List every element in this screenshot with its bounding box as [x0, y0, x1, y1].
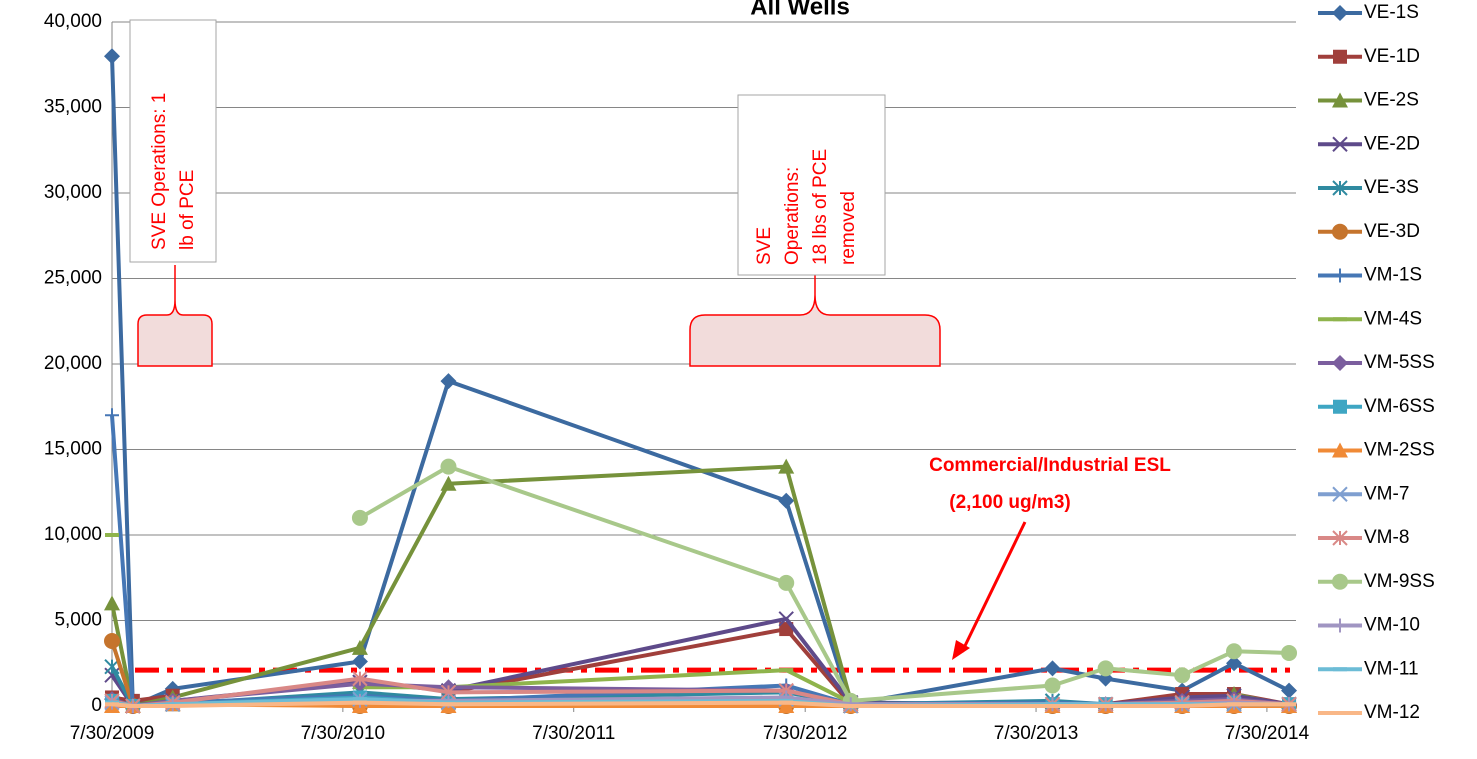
marker: [351, 639, 368, 655]
x-tick-label: 7/30/2011: [532, 723, 615, 744]
marker: [1226, 643, 1243, 660]
legend-label: VM-7: [1364, 483, 1409, 504]
annotation-line: Operations:: [782, 167, 803, 265]
y-tick-label: 20,000: [44, 353, 102, 374]
legend-marker: [1333, 49, 1347, 64]
marker: [778, 492, 795, 509]
marker: [351, 509, 368, 526]
marker: [778, 698, 795, 713]
legend-marker: [1333, 618, 1347, 633]
marker: [1226, 655, 1243, 672]
annotation-line: SVE: [754, 227, 775, 265]
legend-label: VM-6SS: [1364, 396, 1435, 417]
annotation: SVE Operations: 18 lbs of PCE removed: [754, 149, 859, 265]
x-tick-label: 7/30/2010: [301, 723, 386, 744]
annotation-box: [129, 19, 217, 263]
annotation-line: (2,100 ug/m3): [949, 492, 1070, 513]
annotation-box: [737, 94, 886, 276]
legend-marker: [1332, 486, 1348, 502]
marker: [440, 373, 457, 390]
y-tick-label: 15,000: [44, 439, 102, 460]
arrow-head: [952, 640, 970, 660]
marker: [104, 633, 120, 650]
marker: [1044, 677, 1061, 694]
legend-label: VE-3S: [1364, 177, 1419, 198]
legend-marker: [1332, 180, 1348, 196]
legend-label: VE-3D: [1364, 221, 1420, 242]
marker: [104, 595, 120, 611]
y-tick-label: 10,000: [44, 524, 102, 545]
legend-label: VM-1S: [1364, 265, 1422, 286]
legend-label: VE-2D: [1364, 133, 1420, 154]
annotation-line: lb of PCE: [177, 170, 198, 250]
legend-label: VM-4S: [1364, 308, 1422, 329]
legend-label: VM-10: [1364, 615, 1420, 636]
legend-label: VM-2SS: [1364, 440, 1435, 461]
legend-marker: [1332, 136, 1348, 152]
chart-title: All Wells: [750, 0, 850, 20]
x-tick-label: 7/30/2012: [763, 723, 848, 744]
annotation-line: SVE Operations: 1: [149, 93, 170, 250]
marker: [352, 670, 368, 687]
marker: [778, 458, 795, 474]
marker: [1281, 682, 1298, 699]
legend-marker: [1332, 92, 1348, 108]
legend-marker: [1332, 530, 1348, 546]
y-tick-label: 0: [91, 695, 102, 716]
x-tick-label: 7/30/2009: [70, 723, 155, 744]
legend-marker: [1333, 268, 1347, 283]
legend-marker: [1332, 573, 1348, 590]
arrow: [960, 521, 1027, 653]
marker: [1174, 667, 1191, 684]
y-tick-label: 5,000: [54, 610, 102, 631]
legend-label: VE-2S: [1364, 90, 1419, 111]
y-tick-label: 35,000: [44, 97, 102, 118]
annotation: SVE Operations: 1 lb of PCE: [149, 93, 198, 250]
y-tick-label: 30,000: [44, 182, 102, 203]
marker: [778, 611, 794, 627]
y-tick-label: 25,000: [44, 268, 102, 289]
annotation-line: Commercial/Industrial ESL: [929, 455, 1171, 476]
marker: [105, 408, 119, 423]
marker: [440, 475, 457, 491]
annotation-line: removed: [838, 191, 859, 265]
bracket: [137, 265, 213, 367]
legend-marker: [1332, 223, 1348, 240]
marker: [351, 653, 368, 670]
legend-label: VM-12: [1364, 702, 1420, 723]
marker: [1281, 644, 1298, 661]
legend-label: VM-5SS: [1364, 352, 1435, 373]
marker: [104, 48, 120, 65]
legend-marker: [1333, 399, 1347, 414]
x-tick-label: 7/30/2013: [994, 723, 1079, 744]
marker: [440, 458, 457, 475]
y-tick-label: 40,000: [44, 11, 102, 32]
marker: [778, 574, 795, 591]
legend-marker: [1332, 442, 1348, 458]
legend-marker: [1332, 355, 1348, 371]
marker: [1044, 660, 1061, 677]
legend-label: VE-1S: [1364, 2, 1419, 23]
legend-label: VE-1D: [1364, 46, 1420, 67]
x-tick-label: 7/30/2014: [1225, 723, 1310, 744]
legend-label: VM-9SS: [1364, 571, 1435, 592]
series-line: [110, 56, 1290, 708]
grid: [111, 21, 1296, 712]
annotation-line: 18 lbs of PCE: [810, 149, 831, 265]
bracket: [689, 275, 941, 367]
legend-marker: [1332, 5, 1348, 21]
legend-label: VM-11: [1364, 658, 1419, 679]
legend-label: VM-8: [1364, 527, 1409, 548]
marker: [1097, 660, 1114, 677]
